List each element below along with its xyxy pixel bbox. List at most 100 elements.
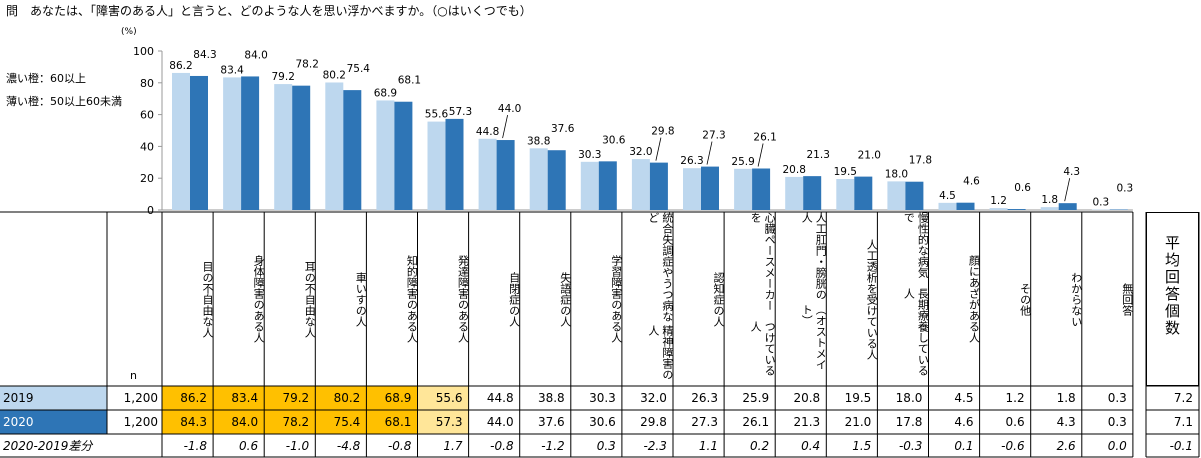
data-label-2020: 37.6 <box>551 123 575 135</box>
table-cell: 38.8 <box>537 391 565 405</box>
data-label-2019: 20.8 <box>783 164 806 176</box>
avg-cell: 7.1 <box>1173 415 1193 429</box>
legend-dark-orange: 濃い橙：60以上 <box>6 72 86 85</box>
table-cell: -0.3 <box>898 439 923 453</box>
category-label-line: 車いすの人 <box>354 271 368 327</box>
leader-line <box>757 143 764 167</box>
category-label-line: わからない <box>1069 271 1083 327</box>
data-label-2020: 0.3 <box>1116 183 1133 195</box>
table-cell: 18.0 <box>895 391 923 405</box>
table-cell: -0.8 <box>387 439 412 453</box>
n-header: n <box>130 369 137 382</box>
category-label: 人工透析を受けている人 <box>826 212 878 386</box>
category-label-line: 無回答 <box>1120 282 1134 316</box>
table-cell: 1.2 <box>1005 391 1025 405</box>
table-cell: 44.0 <box>486 415 514 429</box>
table-cell: 30.6 <box>589 415 616 429</box>
data-label-2020: 21.0 <box>858 150 881 162</box>
category-label-line: 学習障害のある人 <box>609 255 623 343</box>
avg-answer-count-header: 平均回答個数 <box>1146 212 1199 386</box>
data-label-2019: 1.2 <box>990 195 1007 207</box>
table-cell: 4.6 <box>954 415 974 429</box>
table-cell: 78.2 <box>264 410 316 434</box>
data-label-2019: 25.9 <box>731 156 754 168</box>
data-label-2019: 26.3 <box>680 155 703 167</box>
legend-light-orange: 薄い橙：50以上60未満 <box>6 95 122 108</box>
table-cell: -1.8 <box>183 439 207 453</box>
data-label-2019: 30.3 <box>578 149 601 161</box>
table-cell: 17.8 <box>895 415 923 429</box>
bar-2020 <box>1007 209 1026 210</box>
row-label: 2019 <box>0 386 107 410</box>
bar-2020 <box>292 85 311 210</box>
data-label-2019: 80.2 <box>323 69 346 81</box>
data-label-2020: 44.0 <box>498 103 521 115</box>
bar-2019 <box>223 77 242 210</box>
category-label-line: 慢性的な病気で <box>902 212 930 278</box>
table-row: 2020 1,200 84.3 84.0 78.2 75.4 68.1 57.3 44.0 37.… <box>0 410 1201 434</box>
table-cell: -2.3 <box>643 439 667 453</box>
table-cell: 1.1 <box>698 439 718 453</box>
data-label-2020: 30.6 <box>602 134 626 146</box>
table-cell: 79.2 <box>264 386 316 410</box>
bar-2020 <box>496 140 515 210</box>
category-label: 知的障害のある人 <box>366 212 418 386</box>
data-label-2020: 29.8 <box>651 126 674 138</box>
data-label-2020: 4.3 <box>1063 166 1080 178</box>
bar-2019 <box>938 202 957 210</box>
table-row: 2020-2019差分 -1.8 0.6 -1.0 -4.8 -0.8 1.7 -0.8 -1.… <box>0 434 1201 458</box>
data-label-2020: 26.1 <box>753 132 776 144</box>
table-cell: -1.2 <box>541 439 565 453</box>
data-label-2020: 68.1 <box>398 75 421 87</box>
data-label-2019: 1.8 <box>1041 194 1058 206</box>
data-label-2019: 0.3 <box>1092 197 1109 209</box>
category-label: 認知症の人 <box>673 212 725 386</box>
leader-line <box>502 114 508 139</box>
data-label-2019: 18.0 <box>885 168 908 180</box>
category-label-line: 顔にあざがある人 <box>967 255 981 343</box>
category-label: 人工肛門・膀胱の人 （オストメイト） <box>775 212 827 386</box>
table-row: 2019 1,200 86.2 83.4 79.2 80.2 68.9 55.6 44.8 38.… <box>0 386 1201 410</box>
table-cell: 86.2 <box>162 386 213 410</box>
leader-line <box>706 141 713 165</box>
bar-2019 <box>631 159 650 210</box>
table-cell: 26.1 <box>742 415 770 429</box>
table-cell: 4.3 <box>1056 415 1076 429</box>
bar-2020 <box>905 181 924 210</box>
table-cell: 32.0 <box>640 391 667 405</box>
bar-2020 <box>598 161 617 210</box>
bar-2020 <box>701 166 719 210</box>
category-label-line: （オストメイト） <box>800 304 828 371</box>
table-cell: 84.0 <box>213 410 265 434</box>
bar-2019 <box>580 161 599 210</box>
bar-2020 <box>803 176 822 210</box>
table-cell: 27.3 <box>691 415 718 429</box>
table-cell: 25.9 <box>742 391 770 405</box>
data-label-2019: 79.2 <box>272 71 295 83</box>
bar-2019 <box>734 168 753 210</box>
bar-2020 <box>1058 203 1077 210</box>
table-cell: 0.6 <box>1005 415 1025 429</box>
bar-2019 <box>683 168 701 210</box>
n-cell: 1,200 <box>123 391 158 405</box>
category-label: 顔にあざがある人 <box>929 212 981 386</box>
data-label-2020: 84.0 <box>244 49 267 61</box>
bar-2020 <box>752 168 771 210</box>
table-cell: 57.3 <box>417 410 469 434</box>
category-label-line: 知的障害のある人 <box>405 255 419 343</box>
y-tick-label: 100 <box>133 45 154 58</box>
table-cell: 0.0 <box>1107 439 1127 453</box>
question-text: 問 あなたは、「障害のある人」と言うと、どのような人を思い浮かべますか。（○はい… <box>6 4 532 18</box>
table-cell: 68.1 <box>366 410 418 434</box>
bar-2019 <box>325 82 344 210</box>
category-label-line: 失語症の人 <box>558 271 572 327</box>
bar-2019 <box>478 138 497 210</box>
y-tick-label: 0 <box>147 204 154 217</box>
category-label: 発達障害のある人 <box>418 212 470 386</box>
category-label-line: 人工肛門・膀胱の人 <box>800 212 828 300</box>
category-label-line: 自閉症の人 <box>507 271 521 327</box>
category-label-line: 目の不自由な人 <box>201 260 214 338</box>
category-label: 耳の不自由な人 <box>264 212 316 386</box>
category-label-line: 認知症の人 <box>712 271 725 327</box>
